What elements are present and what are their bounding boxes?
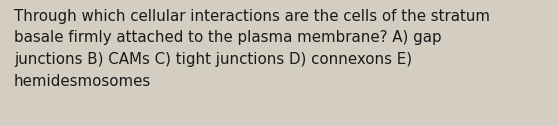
Text: Through which cellular interactions are the cells of the stratum
basale firmly a: Through which cellular interactions are …	[14, 9, 490, 89]
